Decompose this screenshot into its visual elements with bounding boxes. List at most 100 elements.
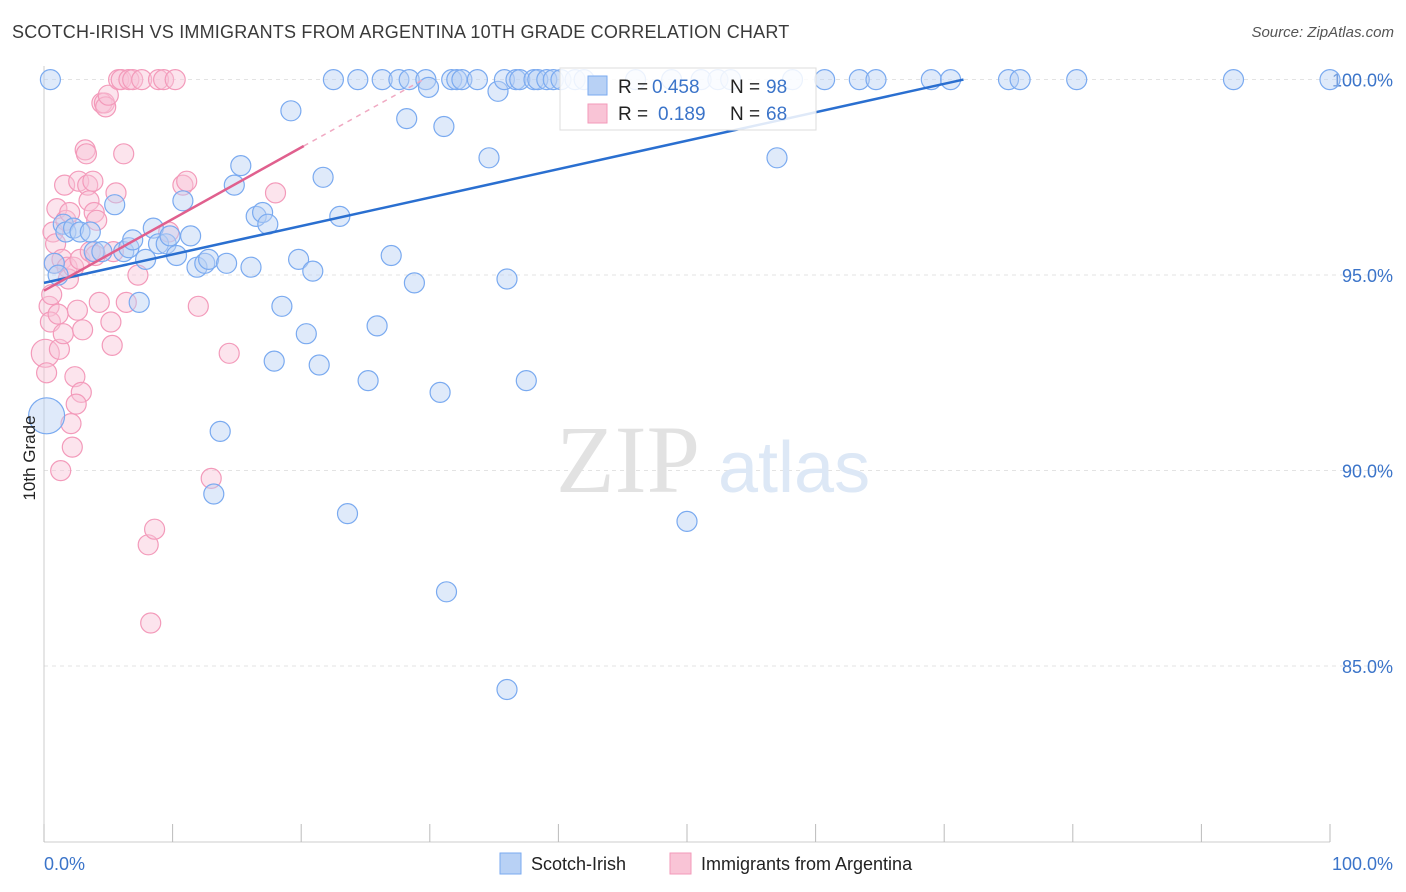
point-scotch-irish — [371, 68, 393, 91]
point-argentina — [131, 68, 153, 91]
point-scotch-irish — [280, 100, 302, 122]
point-scotch-irish — [43, 252, 65, 274]
point-argentina — [97, 84, 119, 106]
y-tick-label: 85.0% — [1342, 657, 1393, 677]
point-scotch-irish — [813, 68, 836, 91]
point-scotch-irish — [527, 68, 549, 91]
point-scotch-irish — [263, 350, 285, 372]
point-scotch-irish — [230, 155, 252, 177]
x-tick-label-max: 100.0% — [1332, 854, 1393, 874]
point-scotch-irish — [380, 244, 402, 267]
point-scotch-irish — [848, 68, 870, 91]
trend-line-argentina-extension — [303, 78, 424, 147]
point-argentina — [47, 303, 69, 325]
point-scotch-irish — [128, 291, 150, 313]
legend-r-value-2: 0.189 — [658, 104, 706, 125]
point-scotch-irish — [336, 502, 359, 525]
point-scotch-irish — [435, 581, 458, 603]
point-argentina — [70, 381, 92, 403]
point-argentina — [153, 68, 175, 91]
point-scotch-irish — [180, 225, 202, 247]
point-scotch-irish — [104, 194, 126, 216]
point-scotch-irish — [1009, 68, 1031, 91]
series-argentina-points — [30, 68, 287, 634]
legend-r-label-1: R = — [618, 77, 648, 98]
point-scotch-irish — [159, 225, 181, 247]
point-argentina — [176, 170, 198, 192]
point-argentina — [65, 393, 87, 415]
point-argentina — [53, 174, 76, 196]
series-scotch-irish-points — [27, 68, 1341, 701]
legend-n-label-1: N = — [730, 77, 760, 98]
bottom-legend: Scotch-Irish Immigrants from Argentina — [499, 852, 913, 875]
trend-line-argentina — [43, 144, 305, 292]
x-tick-label-min: 0.0% — [44, 854, 85, 874]
point-scotch-irish — [172, 190, 194, 212]
point-scotch-irish — [1066, 68, 1088, 91]
watermark: ZIP atlas — [556, 406, 870, 513]
y-tick-label: 95.0% — [1342, 266, 1393, 286]
point-argentina — [35, 362, 58, 384]
legend-n-value-2: 68 — [766, 104, 787, 125]
y-tick-label: 90.0% — [1342, 462, 1393, 482]
point-argentina — [100, 311, 122, 333]
point-scotch-irish — [676, 510, 698, 533]
point-argentina — [137, 534, 159, 556]
point-argentina — [75, 143, 98, 165]
point-argentina — [86, 209, 108, 231]
point-scotch-irish — [245, 205, 267, 227]
point-scotch-irish — [496, 678, 518, 701]
legend-r-label-2: R = — [618, 104, 648, 125]
grid-lines: 85.0% 90.0% 95.0% 100.0% — [44, 71, 1393, 677]
point-scotch-irish — [240, 256, 262, 278]
point-argentina — [113, 143, 135, 165]
point-scotch-irish — [433, 115, 455, 138]
point-argentina — [172, 174, 194, 196]
point-scotch-irish — [496, 268, 518, 290]
point-argentina — [218, 342, 240, 364]
chart-source: Source: ZipAtlas.com — [1251, 24, 1394, 41]
point-scotch-irish — [466, 68, 488, 91]
point-scotch-irish — [451, 68, 473, 91]
point-scotch-irish — [478, 147, 500, 169]
point-scotch-irish — [766, 147, 788, 169]
y-axis-label: 10th Grade — [20, 415, 39, 500]
point-scotch-irish — [515, 370, 537, 392]
point-scotch-irish — [79, 221, 101, 243]
watermark-zip: ZIP — [556, 406, 700, 513]
point-scotch-irish — [295, 323, 317, 345]
point-argentina — [264, 182, 287, 204]
point-scotch-irish — [147, 233, 170, 255]
point-scotch-irish — [322, 68, 344, 91]
point-scotch-irish — [398, 68, 420, 91]
point-argentina — [164, 68, 186, 91]
point-argentina — [187, 295, 209, 317]
point-argentina — [61, 436, 83, 458]
legend-n-value-1: 98 — [766, 77, 787, 98]
chart-title: SCOTCH-IRISH VS IMMIGRANTS FROM ARGENTIN… — [12, 22, 790, 42]
point-argentina — [115, 291, 137, 313]
y-tick-label: 100.0% — [1332, 71, 1393, 91]
point-argentina — [60, 413, 82, 435]
point-argentina — [147, 68, 170, 91]
point-scotch-irish — [198, 248, 220, 270]
point-scotch-irish — [366, 315, 388, 337]
point-argentina — [82, 170, 104, 192]
point-scotch-irish — [417, 76, 440, 99]
point-argentina — [46, 198, 68, 220]
point-scotch-irish — [62, 217, 85, 239]
point-scotch-irish — [415, 68, 437, 91]
point-scotch-irish — [271, 295, 293, 317]
point-scotch-irish — [216, 252, 238, 274]
point-scotch-irish — [429, 381, 451, 403]
point-scotch-irish — [203, 483, 225, 505]
point-scotch-irish — [357, 370, 379, 392]
point-argentina — [122, 68, 144, 91]
point-scotch-irish — [308, 354, 330, 376]
point-scotch-irish — [312, 166, 334, 188]
watermark-atlas: atlas — [718, 428, 870, 508]
point-scotch-irish — [194, 252, 216, 274]
point-scotch-irish — [1319, 68, 1341, 91]
legend-swatch-blue — [587, 75, 608, 96]
bottom-legend-swatch-blue — [499, 852, 522, 875]
